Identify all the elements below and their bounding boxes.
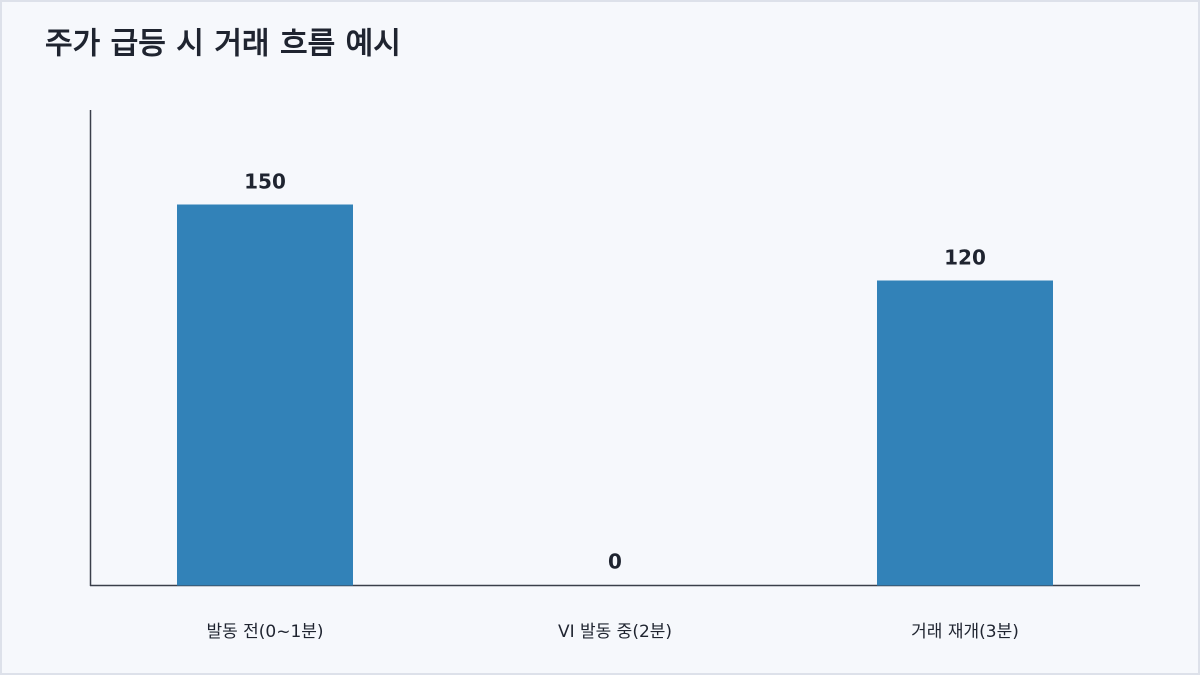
x-tick-label: 발동 전(0~1분) [206, 622, 323, 642]
x-tick-label: VI 발동 중(2분) [558, 622, 672, 642]
value-label: 0 [608, 550, 622, 574]
chart-title: 주가 급등 시 거래 흐름 예시 [45, 27, 401, 62]
x-tick-label: 거래 재개(3분) [911, 622, 1019, 642]
bar [877, 280, 1053, 586]
bar [177, 204, 353, 586]
value-label: 120 [944, 246, 986, 270]
value-label: 150 [244, 170, 286, 194]
